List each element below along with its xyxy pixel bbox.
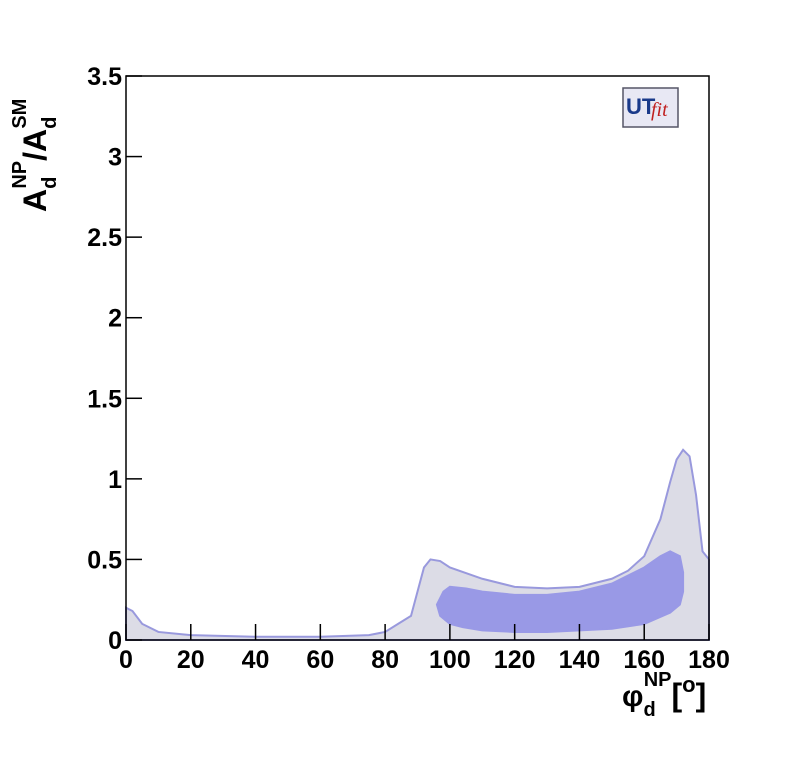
plot-area bbox=[125, 448, 710, 641]
logo-box bbox=[622, 87, 679, 128]
label-part: ] bbox=[696, 677, 707, 713]
x-tick-label: 140 bbox=[559, 646, 601, 674]
x-tick-label: 160 bbox=[623, 646, 665, 674]
region bbox=[435, 550, 685, 633]
label-part: A bbox=[17, 189, 53, 212]
label-part: d bbox=[39, 117, 61, 129]
y-tick-label: 1 bbox=[108, 466, 122, 494]
y-tick-label: 0.5 bbox=[87, 546, 122, 574]
label-part: [ bbox=[671, 677, 682, 713]
label-part: /A bbox=[17, 129, 53, 161]
logo: UT fit bbox=[622, 87, 679, 128]
x-tick-label: 40 bbox=[242, 646, 270, 674]
x-tick-label: 60 bbox=[306, 646, 334, 674]
x-tick-label: 120 bbox=[494, 646, 536, 674]
logo-text: UT bbox=[626, 94, 656, 119]
label-part: d bbox=[643, 699, 655, 721]
y-tick-label: 3 bbox=[108, 144, 122, 172]
frame bbox=[125, 75, 710, 641]
x-tick-label: 0 bbox=[119, 646, 133, 674]
label-part: SM bbox=[9, 99, 31, 129]
logo-text: fit bbox=[651, 99, 668, 121]
y-tick-label: 1.5 bbox=[87, 385, 122, 413]
label-part: d bbox=[39, 177, 61, 189]
y-tick-label: 3.5 bbox=[87, 63, 122, 91]
y-axis-label: AdNP/AdSM bbox=[9, 99, 61, 212]
label-part: NP bbox=[9, 161, 31, 189]
y-tick-label: 2.5 bbox=[87, 224, 122, 252]
y-tick-label: 0 bbox=[108, 627, 122, 655]
x-axis-label: φd NP[o] bbox=[622, 669, 706, 721]
x-tick-label: 100 bbox=[429, 646, 471, 674]
x-tick-label: 180 bbox=[688, 646, 730, 674]
x-tick-label: 20 bbox=[177, 646, 205, 674]
label-part: o bbox=[682, 672, 695, 697]
label-part: φ bbox=[622, 680, 643, 713]
x-tick-label: 80 bbox=[371, 646, 399, 674]
y-tick-label: 2 bbox=[108, 305, 122, 333]
label-part: NP bbox=[644, 669, 672, 691]
